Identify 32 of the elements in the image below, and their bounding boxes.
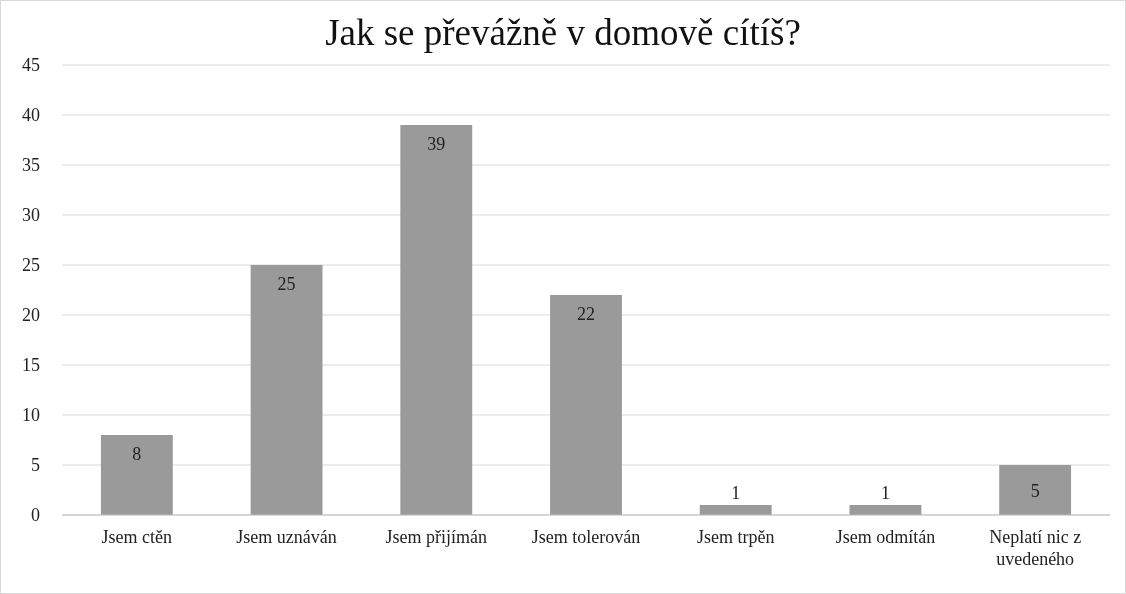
y-tick-label: 40 [22, 105, 40, 125]
data-label: 39 [427, 134, 446, 154]
x-tick-label: Jsem tolerován [531, 527, 641, 547]
y-tick-label: 25 [22, 255, 40, 275]
y-tick-label: 0 [31, 505, 40, 525]
bar [400, 125, 473, 515]
y-tick-label: 30 [22, 205, 40, 225]
x-tick-label: Jsem odmítán [835, 527, 936, 547]
y-tick-label: 20 [22, 305, 40, 325]
y-tick-label: 10 [22, 405, 40, 425]
data-label: 8 [132, 444, 142, 464]
y-tick-label: 15 [22, 355, 40, 375]
x-tick-label: Jsem trpěn [696, 527, 775, 547]
data-label: 22 [577, 304, 595, 324]
bar [849, 505, 922, 515]
y-tick-label: 45 [22, 55, 40, 75]
y-tick-label: 35 [22, 155, 40, 175]
data-label: 25 [277, 274, 296, 294]
bar [550, 295, 622, 515]
x-tick-label: Jsem přijímán [385, 527, 488, 547]
x-tick-label: Neplatí nic z uvedeného [989, 527, 1082, 569]
chart-title: Jak se převážně v domově cítíš? [325, 12, 801, 53]
x-tick-label: Jsem ctěn [101, 527, 173, 547]
x-tick-label: Jsem uznáván [236, 527, 337, 547]
bar [999, 465, 1072, 515]
bar [699, 505, 772, 515]
data-label: 5 [1030, 481, 1040, 501]
y-tick-label: 5 [31, 455, 40, 475]
bar [250, 265, 323, 515]
bar [100, 435, 173, 515]
data-label: 1 [880, 483, 890, 503]
data-label: 1 [731, 483, 741, 503]
